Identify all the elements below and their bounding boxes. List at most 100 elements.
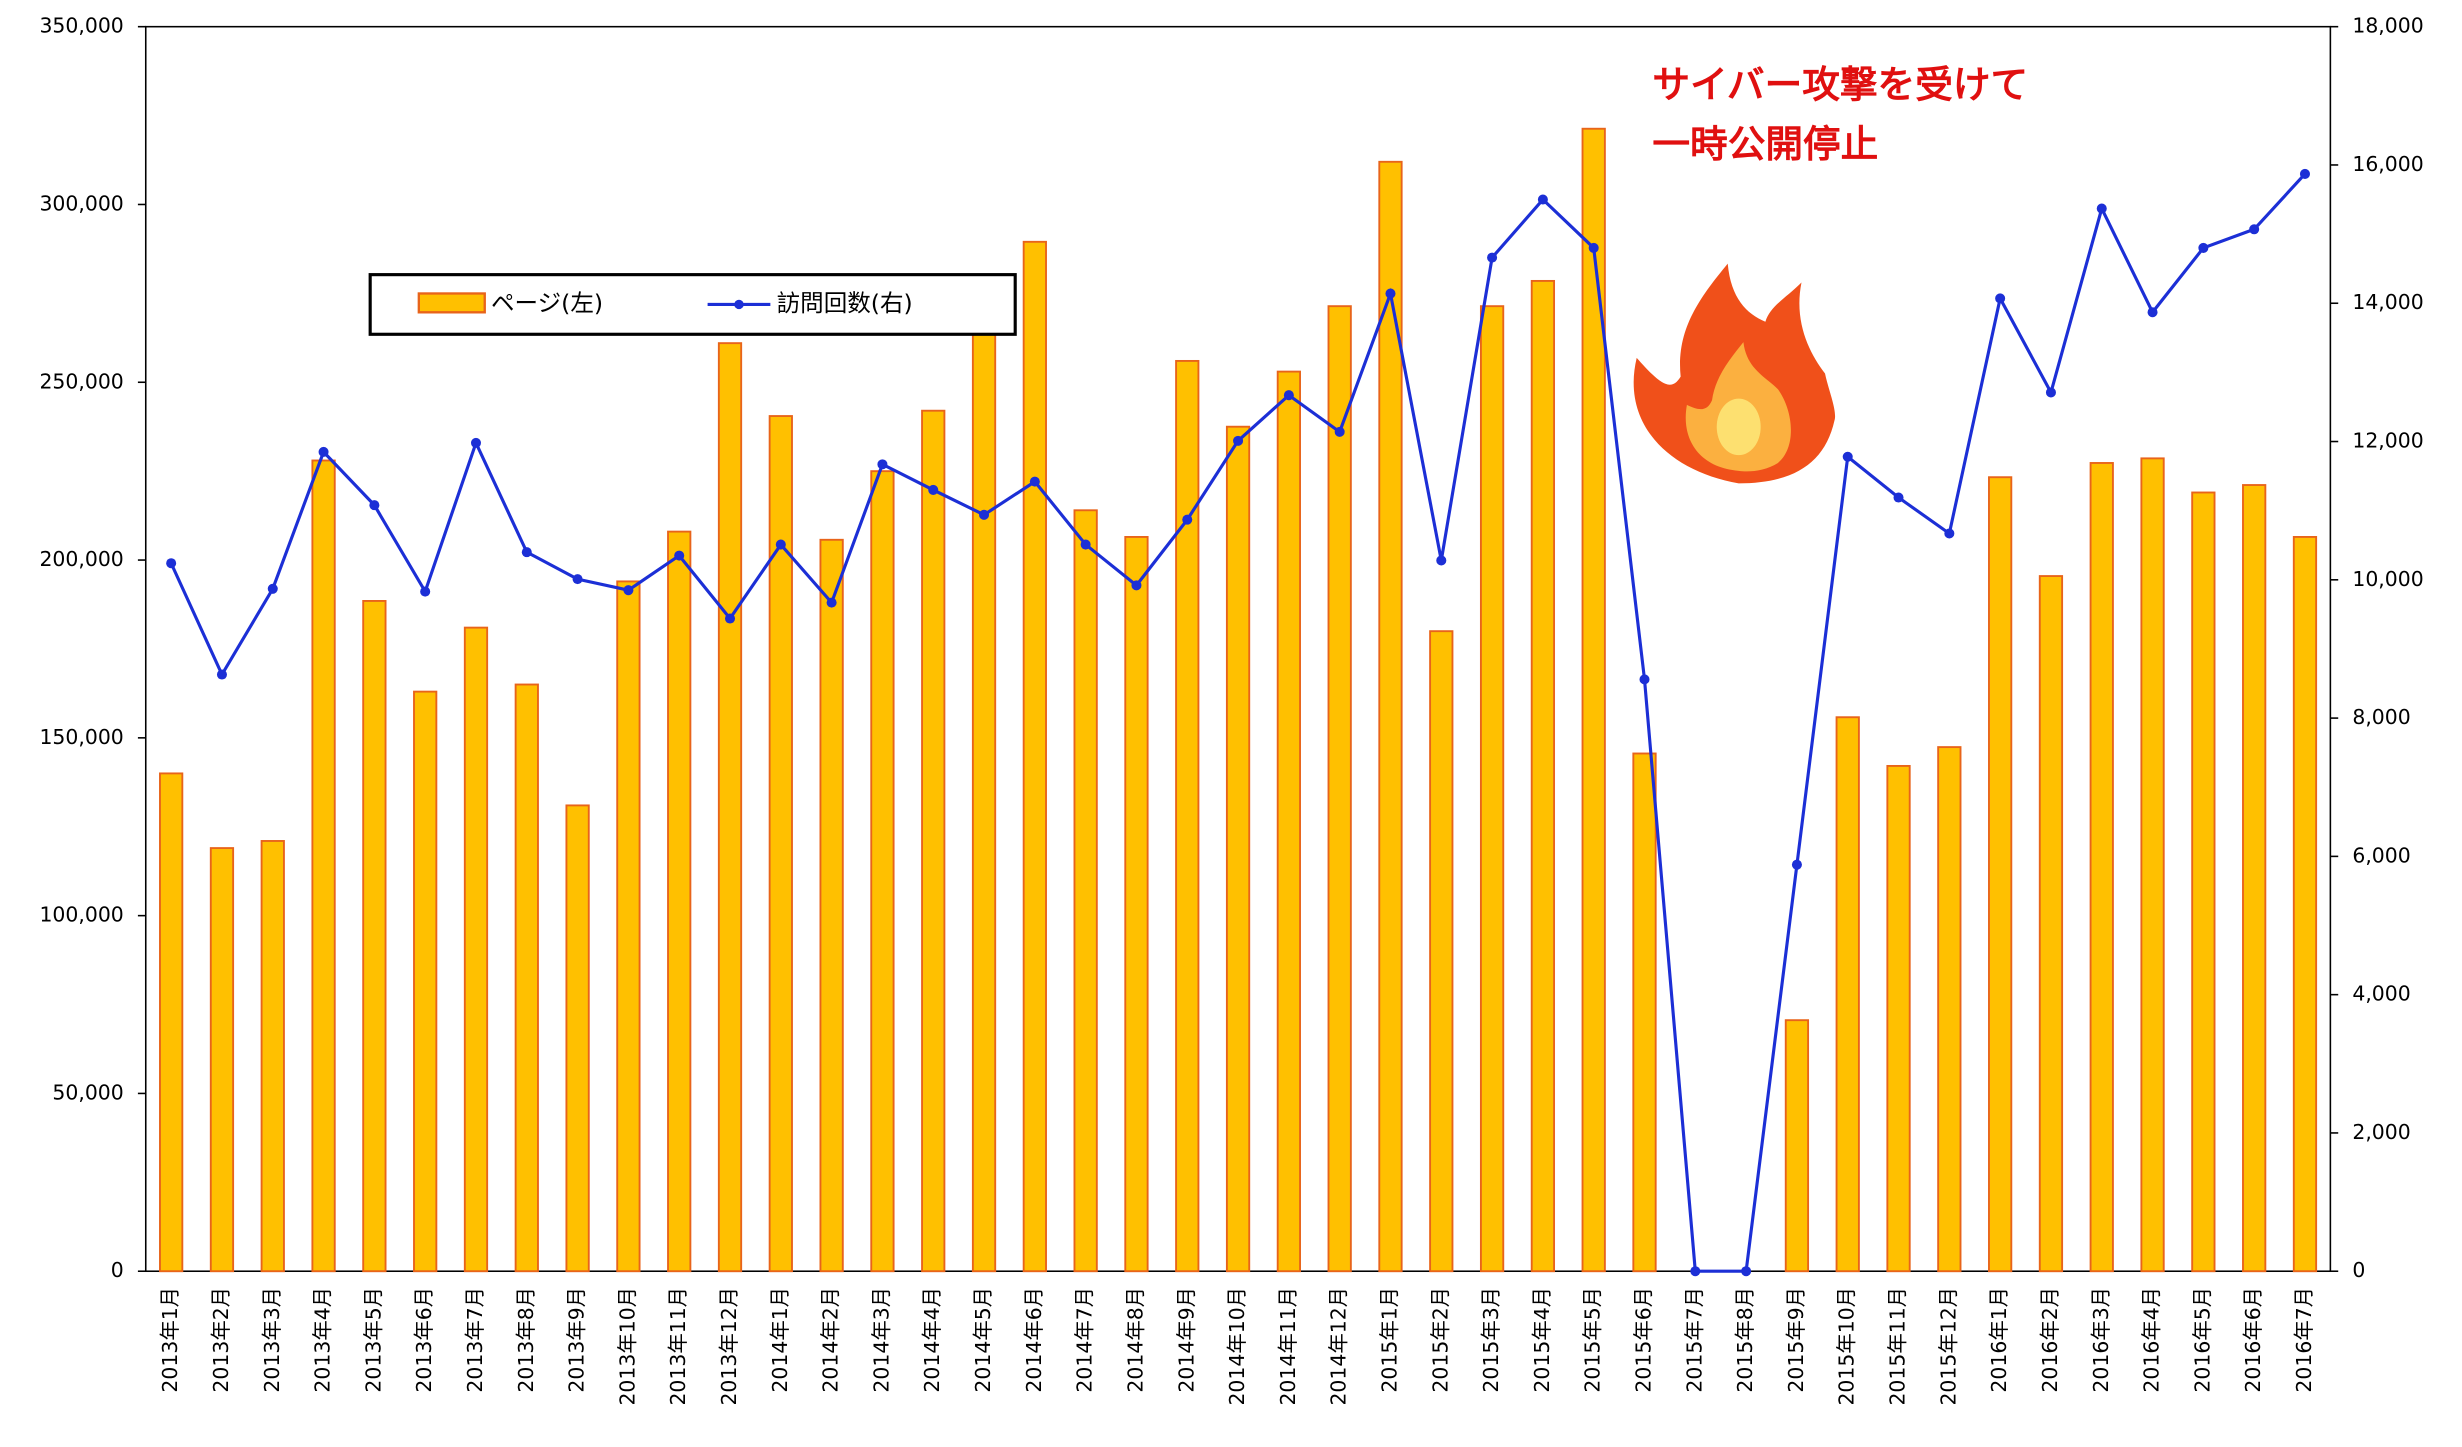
line-marker	[2198, 242, 2209, 253]
x-tick-label: 2014年7月	[1073, 1287, 1097, 1393]
bar	[2242, 484, 2267, 1273]
x-tick-label: 2015年12月	[1936, 1287, 1960, 1406]
bar	[667, 530, 692, 1273]
bar	[2191, 491, 2216, 1273]
x-tick-label: 2014年2月	[819, 1287, 843, 1393]
line-marker	[2299, 168, 2310, 179]
x-tick-label: 2013年1月	[158, 1287, 182, 1393]
x-tick-label: 2013年3月	[260, 1287, 284, 1393]
line-marker	[877, 459, 888, 470]
y2-tick-label: 2,000	[2352, 1120, 2410, 1144]
x-tick-label: 2016年6月	[2241, 1287, 2265, 1393]
x-tick-label: 2014年6月	[1022, 1287, 1046, 1393]
line-marker	[216, 669, 227, 680]
line-marker	[1588, 242, 1599, 253]
annotation: サイバー攻撃を受けて	[1652, 62, 2028, 106]
bar	[463, 626, 489, 1273]
line-marker	[674, 550, 685, 561]
x-tick-label: 2013年5月	[361, 1287, 385, 1393]
x-tick-label: 2013年8月	[514, 1287, 538, 1393]
line-marker	[1182, 514, 1193, 525]
bar	[717, 342, 743, 1273]
line-marker	[1791, 859, 1802, 870]
line-marker	[1131, 580, 1142, 591]
x-tick-label: 2014年12月	[1327, 1287, 1351, 1406]
x-tick-label: 2014年10月	[1225, 1287, 1249, 1406]
x-tick-label: 2015年4月	[1530, 1287, 1554, 1393]
line-marker	[1233, 435, 1244, 446]
line-marker	[166, 558, 177, 569]
bar	[2292, 536, 2318, 1273]
annotation: 一時公開停止	[1652, 122, 1878, 166]
bar	[413, 690, 438, 1273]
line-marker	[2045, 387, 2056, 398]
legend: ページ(左) 訪問回数(右)	[368, 273, 1017, 336]
bar	[514, 683, 539, 1273]
bar	[1835, 716, 1860, 1273]
bar	[209, 847, 235, 1273]
line-marker	[267, 583, 278, 594]
x-tick-label: 2013年10月	[615, 1287, 639, 1406]
y-tick-label: 300,000	[39, 191, 123, 215]
bar	[565, 804, 590, 1273]
line-marker	[623, 585, 634, 596]
bar	[1937, 746, 1962, 1273]
x-tick-label: 2014年1月	[768, 1287, 792, 1393]
line-marker	[572, 574, 583, 585]
x-tick-label: 2015年3月	[1479, 1287, 1503, 1393]
bar	[1175, 359, 1200, 1273]
line-marker	[521, 547, 532, 558]
x-tick-label: 2013年12月	[717, 1287, 741, 1406]
x-tick-label: 2015年9月	[1784, 1287, 1808, 1393]
y2-tick-label: 6,000	[2352, 843, 2410, 867]
bar	[2038, 575, 2064, 1273]
x-tick-label: 2015年10月	[1835, 1287, 1859, 1406]
bar	[1886, 764, 1911, 1273]
bar	[311, 459, 336, 1273]
x-tick-label: 2015年2月	[1428, 1287, 1452, 1393]
y2-tick-label: 18,000	[2352, 14, 2423, 38]
legend-label: ページ(左)	[491, 289, 603, 317]
y-tick-label: 150,000	[39, 725, 123, 749]
y-tick-label: 200,000	[39, 547, 123, 571]
line-marker	[1080, 539, 1091, 550]
x-tick-label: 2014年3月	[869, 1287, 893, 1393]
bar	[971, 331, 997, 1273]
line-marker	[1893, 492, 1904, 503]
bar	[921, 409, 946, 1273]
bar	[1378, 160, 1403, 1273]
x-tick-label: 2014年9月	[1174, 1287, 1198, 1393]
bar	[1632, 752, 1657, 1273]
legend-label: 訪問回数(右)	[777, 289, 913, 317]
line-marker	[1639, 674, 1650, 685]
line-marker	[318, 446, 329, 457]
bar	[1479, 305, 1505, 1273]
line-marker	[1334, 426, 1345, 437]
y-tick-label: 350,000	[39, 14, 123, 38]
line-marker	[2096, 203, 2107, 214]
x-tick-label: 2014年11月	[1276, 1287, 1300, 1406]
x-tick-label: 2013年11月	[666, 1287, 690, 1406]
x-tick-label: 2015年6月	[1632, 1287, 1656, 1393]
x-tick-label: 2014年8月	[1123, 1287, 1147, 1393]
line-marker	[1842, 451, 1853, 462]
x-tick-label: 2013年2月	[209, 1287, 233, 1393]
y-tick-label: 50,000	[52, 1080, 123, 1104]
x-tick-label: 2016年4月	[2140, 1287, 2164, 1393]
x-tick-label: 2013年7月	[463, 1287, 487, 1393]
y2-tick-label: 16,000	[2352, 152, 2423, 176]
line-marker	[2249, 224, 2260, 235]
x-tick-label: 2016年7月	[2292, 1287, 2316, 1393]
line-marker	[1741, 1266, 1752, 1277]
y2-tick-label: 10,000	[2352, 567, 2423, 591]
y-tick-label: 100,000	[39, 903, 123, 927]
x-tick-label: 2015年1月	[1377, 1287, 1401, 1393]
bar	[1988, 476, 2013, 1273]
line-marker	[979, 509, 990, 520]
bar	[2140, 457, 2165, 1273]
line-marker	[1029, 476, 1040, 487]
x-tick-label: 2016年5月	[2190, 1287, 2214, 1393]
line-marker	[1995, 293, 2006, 304]
